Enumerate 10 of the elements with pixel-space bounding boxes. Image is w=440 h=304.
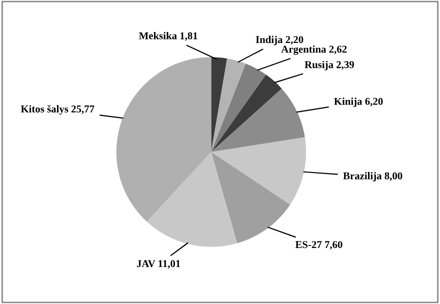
slice-label: Kitos šalys 25,77 xyxy=(20,105,94,115)
slice-label: Indija 2,20 xyxy=(256,36,304,46)
slice-label: Argentina 2,62 xyxy=(281,45,347,55)
slice-label: Rusija 2,39 xyxy=(304,60,354,70)
slice-label: JAV 11,01 xyxy=(136,260,180,269)
slice-label: ES-27 7,60 xyxy=(295,241,342,250)
slice-label: Meksika 1,81 xyxy=(138,32,198,41)
slice-label: Brazilija 8,00 xyxy=(343,172,402,182)
pie-slice xyxy=(211,152,290,244)
slice-label: Kinija 6,20 xyxy=(334,98,383,107)
